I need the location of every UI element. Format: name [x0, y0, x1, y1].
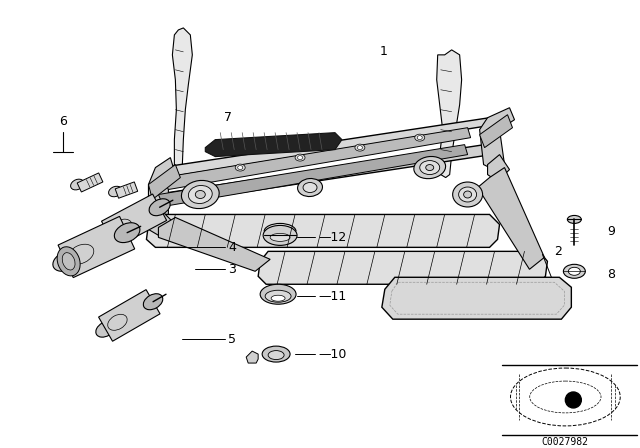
Ellipse shape — [115, 223, 140, 242]
Polygon shape — [77, 173, 103, 192]
Ellipse shape — [414, 156, 445, 179]
Ellipse shape — [420, 160, 440, 175]
Ellipse shape — [303, 182, 317, 193]
Text: 3: 3 — [228, 263, 236, 276]
Ellipse shape — [53, 251, 79, 271]
Ellipse shape — [268, 351, 284, 360]
Ellipse shape — [98, 226, 119, 243]
Ellipse shape — [236, 164, 245, 171]
Polygon shape — [159, 217, 270, 271]
Polygon shape — [479, 108, 515, 172]
Ellipse shape — [270, 233, 290, 241]
Polygon shape — [115, 182, 138, 198]
Ellipse shape — [568, 215, 581, 224]
Text: —12: —12 — [318, 231, 346, 244]
Polygon shape — [148, 164, 180, 199]
Polygon shape — [156, 145, 492, 204]
Ellipse shape — [357, 146, 362, 150]
Ellipse shape — [415, 134, 425, 141]
Polygon shape — [159, 145, 468, 207]
Ellipse shape — [57, 247, 80, 276]
Polygon shape — [205, 133, 342, 157]
Text: C0027982: C0027982 — [542, 437, 589, 447]
Polygon shape — [488, 155, 509, 181]
Ellipse shape — [271, 295, 285, 301]
Ellipse shape — [298, 155, 303, 159]
Ellipse shape — [182, 181, 219, 209]
Ellipse shape — [298, 178, 323, 197]
Ellipse shape — [62, 253, 75, 270]
Ellipse shape — [452, 182, 483, 207]
Polygon shape — [258, 251, 547, 284]
Polygon shape — [70, 179, 84, 190]
Ellipse shape — [263, 225, 297, 246]
Ellipse shape — [262, 346, 290, 362]
Text: 2: 2 — [554, 245, 563, 258]
Ellipse shape — [195, 190, 205, 198]
Text: 4: 4 — [228, 241, 236, 254]
Text: —10: —10 — [318, 348, 346, 361]
Ellipse shape — [426, 164, 434, 171]
Polygon shape — [148, 210, 175, 239]
Text: 5: 5 — [228, 332, 236, 345]
Ellipse shape — [96, 321, 115, 337]
Text: 8: 8 — [607, 268, 615, 281]
Polygon shape — [163, 128, 470, 190]
Polygon shape — [479, 115, 513, 148]
Polygon shape — [172, 28, 193, 169]
Polygon shape — [148, 158, 175, 228]
Polygon shape — [102, 194, 166, 248]
Ellipse shape — [295, 154, 305, 161]
Ellipse shape — [265, 290, 291, 302]
Polygon shape — [161, 118, 495, 177]
Text: 6: 6 — [59, 115, 67, 128]
Text: —11: —11 — [318, 290, 346, 303]
Ellipse shape — [463, 191, 472, 198]
Ellipse shape — [260, 284, 296, 304]
Polygon shape — [147, 215, 500, 247]
Ellipse shape — [563, 264, 586, 278]
Ellipse shape — [459, 187, 477, 202]
Polygon shape — [477, 168, 545, 269]
Ellipse shape — [417, 136, 422, 140]
Text: 1: 1 — [380, 45, 388, 58]
Ellipse shape — [149, 199, 170, 215]
Ellipse shape — [355, 144, 365, 151]
Ellipse shape — [188, 185, 212, 203]
Circle shape — [565, 392, 581, 408]
Polygon shape — [382, 277, 572, 319]
Polygon shape — [246, 351, 258, 363]
Ellipse shape — [237, 166, 243, 169]
Ellipse shape — [511, 368, 620, 426]
Ellipse shape — [568, 267, 580, 275]
Text: 7: 7 — [224, 111, 232, 124]
Polygon shape — [99, 289, 160, 341]
Polygon shape — [436, 50, 461, 177]
Ellipse shape — [143, 294, 163, 310]
Polygon shape — [58, 216, 134, 278]
Polygon shape — [109, 186, 122, 197]
Text: 9: 9 — [607, 225, 615, 238]
